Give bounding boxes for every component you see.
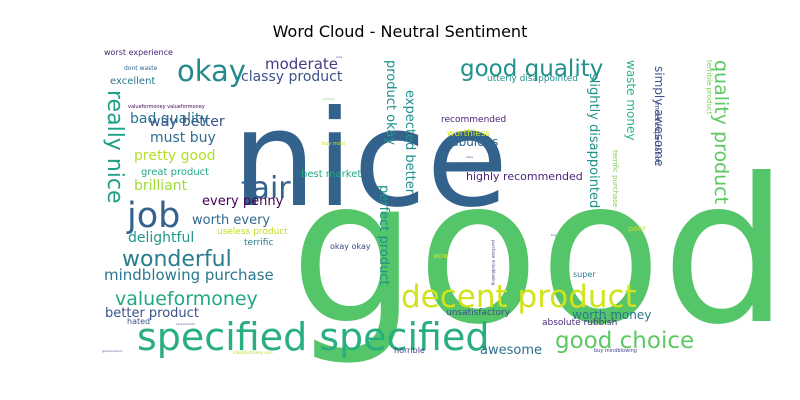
word-33: fabulous: [447, 135, 498, 149]
word-40: worthless: [447, 129, 491, 139]
word-53: terrible product: [705, 60, 713, 115]
word-64: okay: [466, 155, 473, 159]
word-27: slightly disappointed: [586, 73, 601, 208]
word-56: valueformoney valueformoney: [128, 104, 205, 110]
word-47: horrible: [394, 346, 425, 355]
word-28: waste money: [624, 60, 638, 140]
word-7: okay: [177, 54, 246, 88]
word-23: delightful: [128, 230, 194, 246]
word-4: good quality: [460, 56, 603, 82]
word-13: mindblowing purchase: [104, 266, 274, 284]
word-10: valueformoney: [115, 288, 258, 310]
word-3: decent product: [401, 279, 637, 315]
word-61: good product: [102, 349, 123, 353]
word-21: every penny: [202, 194, 284, 209]
word-11: quality product: [710, 60, 732, 204]
word-50: wow: [433, 252, 449, 260]
word-17: bad quality: [130, 111, 209, 127]
word-32: awesome: [480, 343, 542, 358]
word-44: useless product: [217, 227, 288, 237]
word-34: highly recommended: [466, 170, 583, 183]
word-5: good choice: [555, 328, 694, 354]
word-9: wonderful: [122, 247, 232, 272]
word-0: good: [290, 136, 789, 369]
word-18: must buy: [150, 130, 216, 146]
word-41: unsatisfactory: [446, 308, 511, 318]
word-52: terrific purchase: [611, 150, 619, 207]
word-35: best market: [301, 169, 361, 180]
word-14: moderate: [265, 55, 338, 73]
word-26: perfect product: [376, 185, 391, 286]
word-46: hated: [127, 317, 150, 326]
word-62: product: [323, 97, 335, 101]
word-57: buy most: [322, 141, 345, 147]
word-12: really nice: [102, 90, 127, 204]
word-36: great product: [141, 167, 209, 178]
word-1: nice: [232, 83, 508, 237]
word-63: nice: [336, 55, 342, 59]
word-22: worth every: [192, 213, 270, 228]
chart-title: Word Cloud - Neutral Sentiment: [272, 22, 528, 41]
word-58: buy mindblowing: [594, 348, 637, 354]
word-6: fair: [241, 171, 291, 206]
word-65: nice product: [176, 322, 196, 326]
word-51: meet expectation: [653, 103, 661, 165]
word-16: way better: [149, 114, 225, 130]
word-54: worst experience: [104, 48, 173, 57]
word-25: expected better: [402, 90, 417, 195]
word-8: job: [126, 196, 180, 236]
word-37: excellent: [110, 76, 155, 87]
word-24: product okay: [383, 60, 398, 145]
word-20: brilliant: [134, 178, 188, 194]
word-60: valueformoney nice: [233, 350, 273, 355]
word-15: classy product: [241, 69, 343, 85]
word-45: okay okay: [330, 242, 371, 251]
word-19: pretty good: [134, 148, 216, 164]
word-42: absolute rubbish: [542, 318, 617, 328]
word-2: specified specified: [137, 315, 489, 359]
word-55: dont waste: [124, 65, 158, 72]
word-43: terrific: [244, 238, 273, 248]
word-38: utterly disappointed: [487, 74, 578, 84]
word-49: super: [573, 270, 596, 279]
word-39: recommended: [441, 115, 506, 125]
word-29: simply awesome: [652, 66, 666, 166]
word-66: buy: [551, 233, 557, 237]
word-48: poor: [628, 224, 647, 233]
word-59: purchase mindblowing: [491, 240, 496, 286]
word-30: worth money: [572, 308, 651, 322]
word-31: better product: [105, 306, 199, 321]
